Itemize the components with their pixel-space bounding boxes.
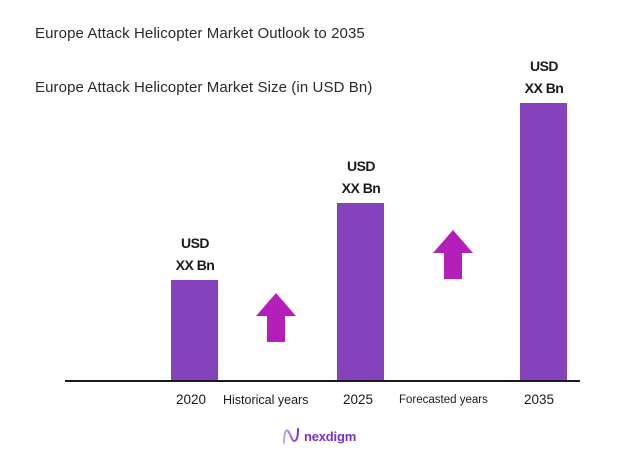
bar-2025 (337, 203, 384, 381)
bar-label-value: XX Bn (524, 80, 564, 96)
bar-label-2020: USD XX Bn (155, 232, 235, 276)
bar-label-2025: USD XX Bn (321, 155, 401, 199)
chart-subtitle: Europe Attack Helicopter Market Size (in… (35, 79, 373, 96)
bar-label-currency: USD (180, 235, 210, 251)
up-arrow-icon (256, 293, 296, 342)
x-label-2020: 2020 (176, 392, 207, 407)
bar-label-currency: USD (346, 158, 376, 174)
x-label-forecasted: Forecasted years (399, 394, 488, 406)
up-arrow-icon (433, 230, 473, 279)
x-label-2035: 2035 (524, 392, 555, 407)
brand-name: nexdigm (304, 428, 357, 444)
x-axis-line (65, 380, 580, 382)
brand-logo: nexdigm (282, 428, 356, 444)
chart-title: Europe Attack Helicopter Market Outlook … (35, 25, 365, 42)
nexdigm-wave-icon (283, 428, 299, 444)
bar-label-2035: USD XX Bn (504, 55, 584, 99)
bar-label-value: XX Bn (175, 257, 215, 273)
bar-label-value: XX Bn (341, 180, 381, 196)
x-label-2025: 2025 (343, 392, 374, 407)
bar-2035 (520, 103, 567, 381)
x-label-historical: Historical years (223, 393, 309, 407)
bar-2020 (171, 280, 218, 381)
bar-label-currency: USD (529, 58, 559, 74)
